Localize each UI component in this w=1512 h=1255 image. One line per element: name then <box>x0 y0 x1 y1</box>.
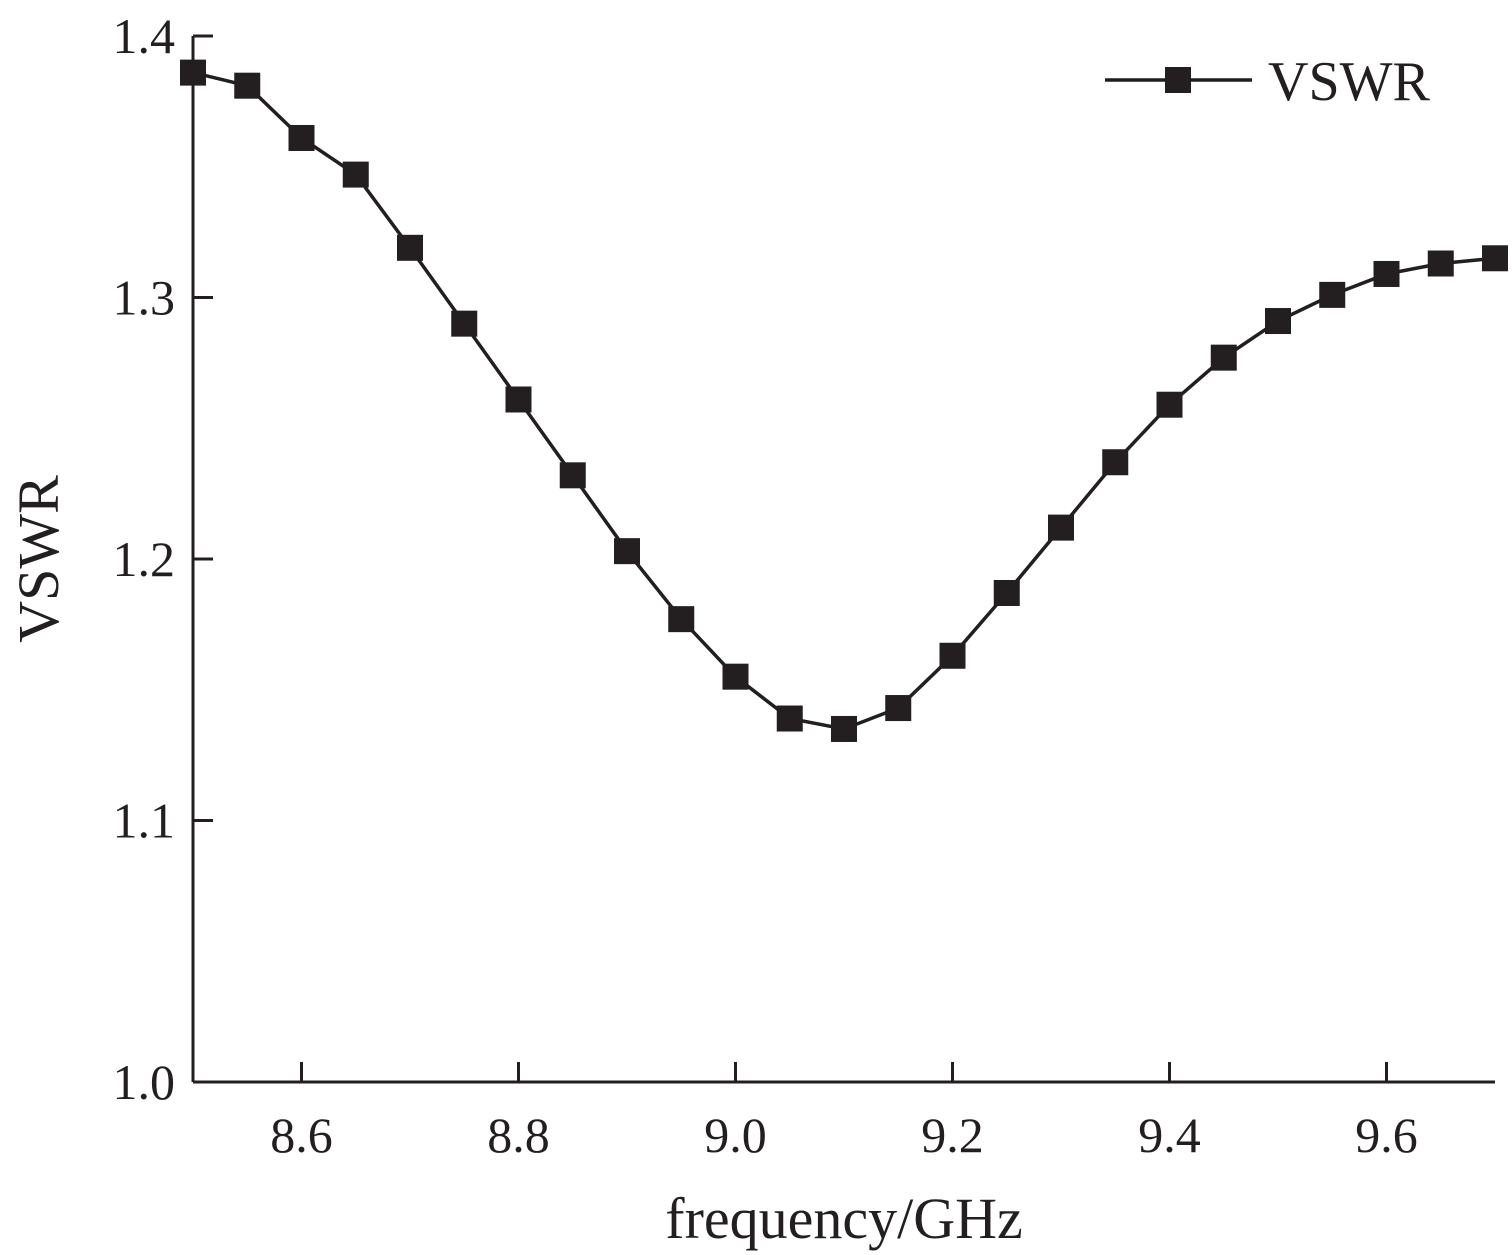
x-tick-label: 9.6 <box>1355 1107 1418 1163</box>
x-tick-label: 9.2 <box>921 1107 984 1163</box>
y-tick-label: 1.4 <box>113 8 176 64</box>
x-tick-label: 8.6 <box>270 1107 333 1163</box>
data-point <box>1265 308 1291 335</box>
data-point <box>505 386 532 413</box>
x-tick-label: 9.0 <box>704 1107 767 1163</box>
legend: VSWR <box>1105 51 1430 113</box>
series-line <box>192 70 1496 731</box>
data-point <box>668 606 695 633</box>
data-point <box>559 462 586 489</box>
data-point <box>1102 449 1129 476</box>
data-point <box>1373 260 1400 287</box>
axes <box>191 36 1495 1084</box>
data-point <box>831 715 857 742</box>
y-tick-label: 1.2 <box>113 531 176 587</box>
data-point <box>614 538 640 565</box>
axis-tick-labels: 8.6 8.8 9.0 9.2 9.4 9.6 1.0 1.1 1.2 1.3 1.4 <box>113 8 1418 1163</box>
y-tick-label: 1.1 <box>113 793 176 849</box>
data-point <box>397 234 423 261</box>
data-point <box>1048 514 1074 541</box>
legend-label: VSWR <box>1268 51 1430 113</box>
data-point <box>776 705 803 732</box>
x-tick-label: 8.8 <box>487 1107 550 1163</box>
data-point <box>288 124 315 151</box>
data-point <box>993 579 1020 606</box>
data-point <box>1319 281 1346 308</box>
data-point <box>1482 245 1508 272</box>
data-point <box>722 663 749 690</box>
data-point <box>939 642 966 669</box>
data-point <box>342 161 369 188</box>
series-vswr <box>180 59 1508 742</box>
y-tick-label: 1.3 <box>113 270 176 326</box>
data-point <box>234 72 261 99</box>
legend-marker <box>1165 67 1191 93</box>
data-point <box>1210 344 1237 371</box>
data-point <box>1427 250 1454 277</box>
x-axis-title: frequency/GHz <box>665 1186 1023 1251</box>
y-tick-label: 1.0 <box>113 1054 176 1110</box>
data-point <box>1156 391 1183 418</box>
y-axis-title: VSWR <box>6 475 71 643</box>
data-point <box>451 310 478 337</box>
x-tick-label: 9.4 <box>1138 1107 1201 1163</box>
data-point <box>885 695 912 722</box>
axis-ticks <box>193 34 1388 1084</box>
data-point <box>180 59 206 86</box>
